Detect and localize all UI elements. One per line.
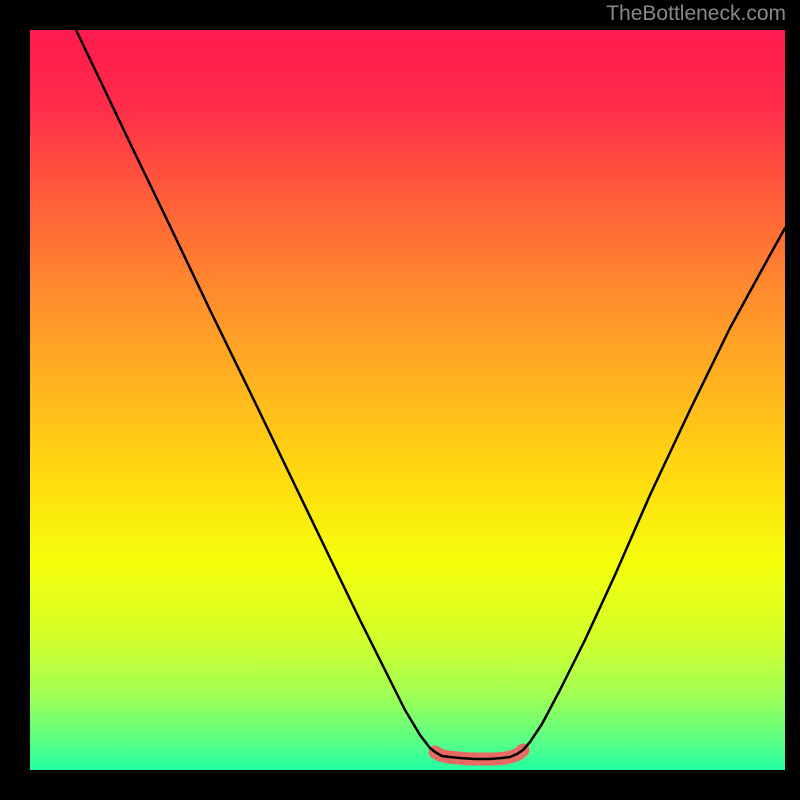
watermark-text: TheBottleneck.com: [606, 2, 786, 26]
curve-layer: [30, 30, 785, 770]
plot-area: [30, 30, 785, 770]
chart-canvas: TheBottleneck.com: [0, 0, 800, 800]
bottleneck-curve: [76, 30, 785, 759]
